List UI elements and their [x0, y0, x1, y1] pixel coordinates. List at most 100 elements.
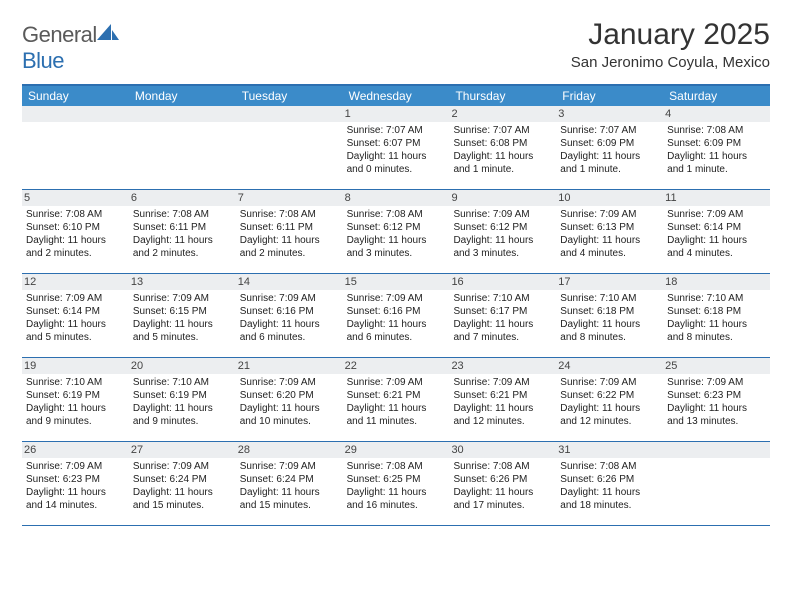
day-number: 19: [22, 358, 129, 374]
day-cell: 26 Sunrise: 7:09 AMSunset: 6:23 PMDayligh…: [22, 442, 129, 525]
day-cell: [22, 106, 129, 189]
day-info: Sunrise: 7:09 AMSunset: 6:14 PMDaylight:…: [26, 292, 125, 344]
day-number: 2: [449, 106, 556, 122]
day-cell: 2Sunrise: 7:07 AMSunset: 6:08 PMDaylight…: [449, 106, 556, 189]
day-number: 8: [343, 190, 450, 206]
day-info: Sunrise: 7:10 AMSunset: 6:19 PMDaylight:…: [133, 376, 232, 428]
day-cell: 6 Sunrise: 7:08 AMSunset: 6:11 PMDaylight…: [129, 190, 236, 273]
day-info: Sunrise: 7:10 AMSunset: 6:17 PMDaylight:…: [453, 292, 552, 344]
day-info: Sunrise: 7:09 AMSunset: 6:16 PMDaylight:…: [347, 292, 446, 344]
day-number: [236, 106, 343, 122]
day-number: 4: [663, 106, 770, 122]
day-cell: 13 Sunrise: 7:09 AMSunset: 6:15 PMDayligh…: [129, 274, 236, 357]
day-number: 15: [343, 274, 450, 290]
day-number: 6: [129, 190, 236, 206]
day-number: 13: [129, 274, 236, 290]
day-info: Sunrise: 7:08 AMSunset: 6:12 PMDaylight:…: [347, 208, 446, 260]
day-cell: 31Sunrise: 7:08 AMSunset: 6:26 PMDayligh…: [556, 442, 663, 525]
day-header: Saturday: [663, 86, 770, 106]
day-cell: 24Sunrise: 7:09 AMSunset: 6:22 PMDayligh…: [556, 358, 663, 441]
day-info: Sunrise: 7:09 AMSunset: 6:21 PMDaylight:…: [453, 376, 552, 428]
day-number: 27: [129, 442, 236, 458]
day-cell: 22 Sunrise: 7:09 AMSunset: 6:21 PMDayligh…: [343, 358, 450, 441]
day-number: 14: [236, 274, 343, 290]
day-info: Sunrise: 7:09 AMSunset: 6:14 PMDaylight:…: [667, 208, 766, 260]
day-cell: 30Sunrise: 7:08 AMSunset: 6:26 PMDayligh…: [449, 442, 556, 525]
day-cell: 3Sunrise: 7:07 AMSunset: 6:09 PMDaylight…: [556, 106, 663, 189]
day-info: Sunrise: 7:08 AMSunset: 6:26 PMDaylight:…: [453, 460, 552, 512]
brand-text: GeneralBlue: [22, 22, 119, 74]
day-info: Sunrise: 7:09 AMSunset: 6:24 PMDaylight:…: [240, 460, 339, 512]
brand-logo: GeneralBlue: [22, 18, 119, 74]
title-block: January 2025 San Jeronimo Coyula, Mexico: [571, 18, 770, 71]
brand-sail-icon: [97, 22, 119, 48]
day-number: 21: [236, 358, 343, 374]
day-info: Sunrise: 7:10 AMSunset: 6:18 PMDaylight:…: [667, 292, 766, 344]
day-cell: 12Sunrise: 7:09 AMSunset: 6:14 PMDayligh…: [22, 274, 129, 357]
day-info: Sunrise: 7:09 AMSunset: 6:22 PMDaylight:…: [560, 376, 659, 428]
day-info: Sunrise: 7:08 AMSunset: 6:25 PMDaylight:…: [347, 460, 446, 512]
day-info: Sunrise: 7:09 AMSunset: 6:23 PMDaylight:…: [667, 376, 766, 428]
day-number: [129, 106, 236, 122]
day-cell: 14 Sunrise: 7:09 AMSunset: 6:16 PMDayligh…: [236, 274, 343, 357]
week-row: 1Sunrise: 7:07 AMSunset: 6:07 PMDaylight…: [22, 106, 770, 190]
day-cell: 18Sunrise: 7:10 AMSunset: 6:18 PMDayligh…: [663, 274, 770, 357]
day-cell: 1Sunrise: 7:07 AMSunset: 6:07 PMDaylight…: [343, 106, 450, 189]
day-header: Thursday: [449, 86, 556, 106]
day-info: Sunrise: 7:09 AMSunset: 6:21 PMDaylight:…: [347, 376, 446, 428]
day-cell: 4 Sunrise: 7:08 AMSunset: 6:09 PMDaylight…: [663, 106, 770, 189]
day-cell: 15 Sunrise: 7:09 AMSunset: 6:16 PMDayligh…: [343, 274, 450, 357]
day-cell: 19Sunrise: 7:10 AMSunset: 6:19 PMDayligh…: [22, 358, 129, 441]
day-number: 26: [22, 442, 129, 458]
day-header: Sunday: [22, 86, 129, 106]
day-number: 1: [343, 106, 450, 122]
day-number: 29: [343, 442, 450, 458]
day-cell: 27 Sunrise: 7:09 AMSunset: 6:24 PMDayligh…: [129, 442, 236, 525]
week-row: 26 Sunrise: 7:09 AMSunset: 6:23 PMDayligh…: [22, 442, 770, 526]
week-row: 19Sunrise: 7:10 AMSunset: 6:19 PMDayligh…: [22, 358, 770, 442]
day-info: Sunrise: 7:09 AMSunset: 6:13 PMDaylight:…: [560, 208, 659, 260]
day-info: Sunrise: 7:09 AMSunset: 6:12 PMDaylight:…: [453, 208, 552, 260]
day-header: Friday: [556, 86, 663, 106]
day-number: 11: [663, 190, 770, 206]
page-header: GeneralBlue January 2025 San Jeronimo Co…: [22, 18, 770, 74]
day-header: Monday: [129, 86, 236, 106]
day-number: 28: [236, 442, 343, 458]
day-cell: 11 Sunrise: 7:09 AMSunset: 6:14 PMDayligh…: [663, 190, 770, 273]
day-number: 5: [22, 190, 129, 206]
day-info: Sunrise: 7:08 AMSunset: 6:11 PMDaylight:…: [240, 208, 339, 260]
day-header: Wednesday: [343, 86, 450, 106]
day-cell: [236, 106, 343, 189]
day-info: Sunrise: 7:09 AMSunset: 6:24 PMDaylight:…: [133, 460, 232, 512]
day-cell: 8 Sunrise: 7:08 AMSunset: 6:12 PMDaylight…: [343, 190, 450, 273]
day-number: [22, 106, 129, 122]
day-info: Sunrise: 7:09 AMSunset: 6:15 PMDaylight:…: [133, 292, 232, 344]
day-number: 16: [449, 274, 556, 290]
calendar-page: GeneralBlue January 2025 San Jeronimo Co…: [0, 0, 792, 526]
day-number: 22: [343, 358, 450, 374]
day-info: Sunrise: 7:08 AMSunset: 6:09 PMDaylight:…: [667, 124, 766, 176]
day-cell: 23Sunrise: 7:09 AMSunset: 6:21 PMDayligh…: [449, 358, 556, 441]
day-cell: 10 Sunrise: 7:09 AMSunset: 6:13 PMDayligh…: [556, 190, 663, 273]
day-info: Sunrise: 7:08 AMSunset: 6:11 PMDaylight:…: [133, 208, 232, 260]
brand-part1: General: [22, 22, 97, 47]
day-number: 25: [663, 358, 770, 374]
day-number: 20: [129, 358, 236, 374]
calendar-grid: SundayMondayTuesdayWednesdayThursdayFrid…: [22, 84, 770, 526]
day-cell: 29 Sunrise: 7:08 AMSunset: 6:25 PMDayligh…: [343, 442, 450, 525]
day-cell: 16 Sunrise: 7:10 AMSunset: 6:17 PMDayligh…: [449, 274, 556, 357]
day-info: Sunrise: 7:09 AMSunset: 6:20 PMDaylight:…: [240, 376, 339, 428]
day-info: Sunrise: 7:09 AMSunset: 6:16 PMDaylight:…: [240, 292, 339, 344]
day-info: Sunrise: 7:08 AMSunset: 6:10 PMDaylight:…: [26, 208, 125, 260]
day-cell: 7Sunrise: 7:08 AMSunset: 6:11 PMDaylight…: [236, 190, 343, 273]
day-info: Sunrise: 7:09 AMSunset: 6:23 PMDaylight:…: [26, 460, 125, 512]
day-cell: 9Sunrise: 7:09 AMSunset: 6:12 PMDaylight…: [449, 190, 556, 273]
day-number: 10: [556, 190, 663, 206]
day-info: Sunrise: 7:10 AMSunset: 6:18 PMDaylight:…: [560, 292, 659, 344]
day-cell: 5 Sunrise: 7:08 AMSunset: 6:10 PMDaylight…: [22, 190, 129, 273]
day-header-row: SundayMondayTuesdayWednesdayThursdayFrid…: [22, 86, 770, 106]
day-cell: [129, 106, 236, 189]
day-info: Sunrise: 7:08 AMSunset: 6:26 PMDaylight:…: [560, 460, 659, 512]
weeks-container: 1Sunrise: 7:07 AMSunset: 6:07 PMDaylight…: [22, 106, 770, 526]
day-header: Tuesday: [236, 86, 343, 106]
